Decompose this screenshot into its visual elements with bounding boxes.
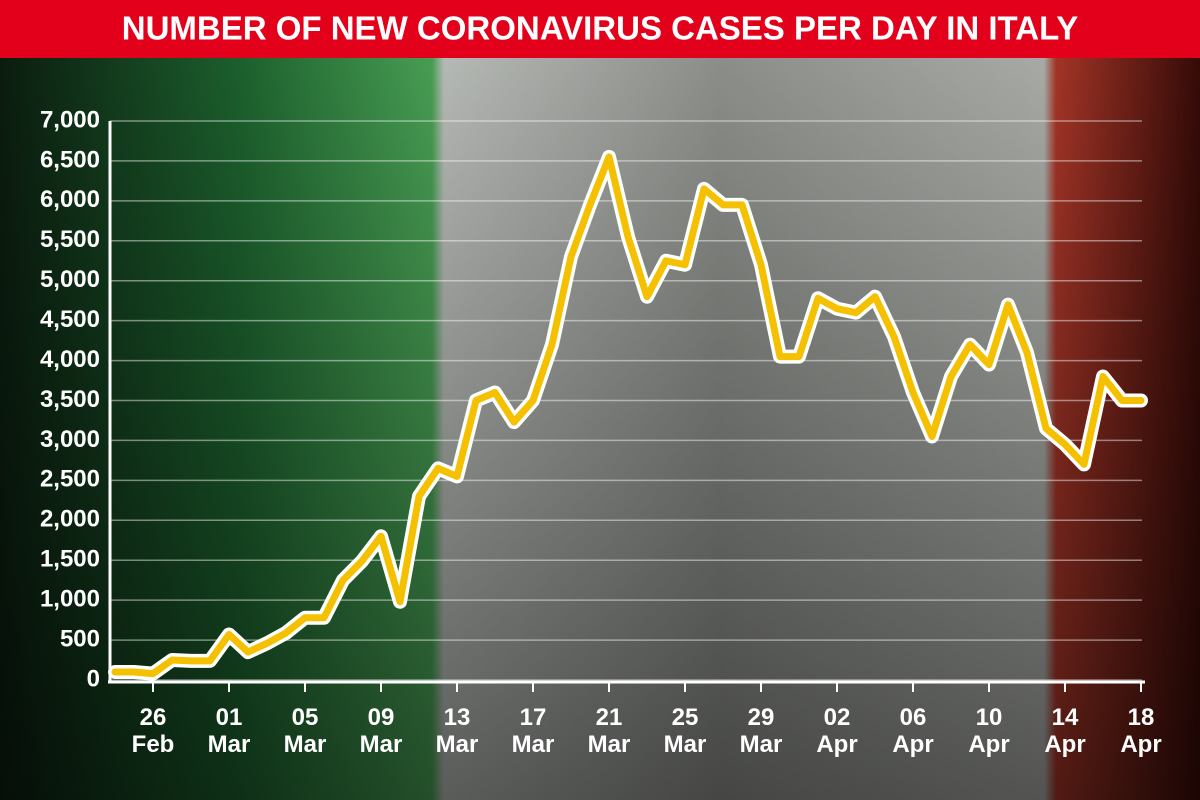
y-tick-label: 4,000 [40, 346, 100, 373]
y-tick-label: 3,000 [40, 426, 100, 453]
y-tick-label: 1,000 [40, 585, 100, 612]
y-tick-label: 2,000 [40, 506, 100, 533]
x-tick-label: 05 Mar [283, 704, 327, 758]
x-tick-label: 06 Apr [892, 704, 934, 758]
y-tick-label: 5,000 [40, 266, 100, 293]
data-line [111, 153, 1145, 678]
y-tick-label: 6,500 [40, 146, 100, 173]
x-tick-label: 29 Mar [739, 704, 783, 758]
y-tick-label: 3,500 [40, 386, 100, 413]
x-tick-label: 26 Feb [131, 704, 175, 758]
x-tick-label: 14 Apr [1044, 704, 1086, 758]
x-tick-label: 02 Apr [816, 704, 858, 758]
y-tick-label: 1,500 [40, 546, 100, 573]
x-tick-label: 01 Mar [207, 704, 251, 758]
y-tick-label: 7,000 [40, 106, 100, 133]
chart-title: NUMBER OF NEW CORONAVIRUS CASES PER DAY … [122, 10, 1079, 47]
title-banner [0, 0, 1200, 58]
x-tick-label: 10 Apr [968, 704, 1010, 758]
x-tick-label: 17 Mar [511, 704, 555, 758]
y-tick-label: 2,500 [40, 466, 100, 493]
x-tick-label: 21 Mar [587, 704, 631, 758]
x-tick-label: 13 Mar [435, 704, 479, 758]
x-tick-label: 09 Mar [359, 704, 403, 758]
y-tick-label: 500 [60, 625, 100, 652]
x-tick-label: 25 Mar [663, 704, 707, 758]
y-tick-label: 4,500 [40, 306, 100, 333]
y-tick-label: 0 [87, 665, 100, 692]
y-tick-label: 5,500 [40, 226, 100, 253]
x-tick-label: 18 Apr [1120, 704, 1162, 758]
y-tick-label: 6,000 [40, 186, 100, 213]
